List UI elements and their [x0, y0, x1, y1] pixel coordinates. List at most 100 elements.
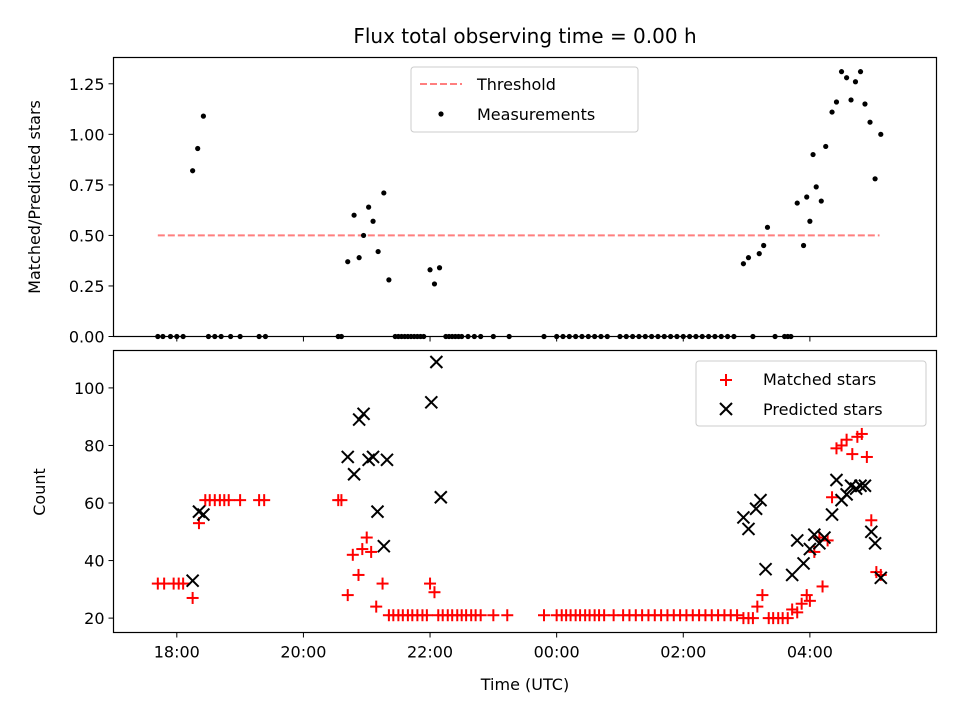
predicted-star-point — [741, 522, 756, 536]
predicted-star-stroke — [825, 507, 839, 522]
bottom-legend-box — [695, 360, 927, 427]
predicted-star-point — [864, 525, 879, 539]
predicted-star-stroke — [370, 504, 385, 519]
bottom-axes: 20 40 60 80 100 18:00 20:00 22:00 00:00 02:00 04:0… — [74, 379, 833, 662]
predicted-star-stroke — [807, 527, 822, 542]
bottom-legend-predicted-label: Predicted stars — [763, 400, 883, 419]
bottom-x-tick-label: 22:00 — [407, 643, 453, 662]
matched-star-point — [746, 612, 759, 625]
predicted-star-stroke — [874, 571, 888, 585]
measurement-point — [195, 145, 201, 152]
measurement-point — [813, 184, 819, 190]
matched-star-point — [855, 427, 868, 440]
bottom-y-tick-label: 40 — [84, 552, 104, 571]
predicted-star-point — [356, 407, 371, 421]
measurement-point — [200, 113, 206, 119]
bottom-legend-predicted-swatch — [719, 402, 733, 416]
top-chart-title: Flux total observing time = 0.00 h — [353, 24, 696, 48]
predicted-star-point — [749, 502, 763, 516]
predicted-star-point — [807, 527, 822, 542]
bottom-y-axis-label: Count — [30, 468, 49, 516]
matched-star-point — [791, 606, 804, 619]
matched-star-point — [803, 594, 816, 607]
measurement-point — [862, 101, 868, 107]
predicted-star-stroke — [192, 504, 206, 519]
top-legend-measurements-swatch — [438, 111, 444, 117]
predicted-star-point — [380, 453, 394, 467]
predicted-star-point — [796, 556, 811, 571]
predicted-star-stroke — [185, 573, 200, 588]
measurement-point — [823, 143, 829, 150]
bottom-star-points — [151, 355, 888, 625]
measurement-point — [427, 267, 433, 273]
predicted-star-stroke — [868, 536, 882, 551]
measurement-point — [848, 97, 854, 103]
predicted-star-point — [790, 533, 804, 548]
measurement-point — [807, 218, 813, 224]
matched-star-point — [474, 609, 487, 622]
matched-star-point — [420, 609, 433, 622]
predicted-star-point — [817, 530, 832, 545]
measurement-point — [838, 69, 845, 75]
predicted-star-point — [874, 571, 888, 585]
matched-star-point — [356, 543, 369, 556]
matched-star-point — [177, 577, 190, 590]
bottom-legend: Matched stars Predicted stars — [695, 360, 927, 427]
matched-star-point — [186, 591, 199, 604]
matched-star-point — [234, 494, 247, 507]
measurement-point — [844, 75, 850, 81]
predicted-star-point — [785, 568, 799, 582]
measurement-point — [436, 265, 443, 271]
measurement-point — [804, 194, 810, 200]
predicted-star-stroke — [853, 479, 868, 493]
bottom-plot-frame — [112, 349, 938, 634]
bottom-legend-matched-label: Matched stars — [763, 370, 876, 389]
measurement-point — [351, 212, 357, 218]
predicted-star-stroke — [341, 450, 355, 464]
bottom-x-tick-label: 18:00 — [154, 643, 200, 662]
predicted-star-point — [736, 510, 751, 525]
predicted-star-stroke — [829, 473, 844, 487]
matched-star-point — [835, 439, 848, 452]
measurement-point — [833, 99, 840, 105]
measurement-point — [800, 242, 807, 249]
measurement-point — [356, 255, 362, 261]
matched-star-point — [860, 450, 873, 463]
predicted-star-point — [424, 395, 439, 410]
matched-star-point — [376, 577, 389, 590]
predicted-star-stroke — [736, 510, 751, 525]
bottom-legend-matched-swatch — [720, 374, 732, 386]
predicted-star-stroke — [839, 487, 854, 502]
measurement-point — [381, 190, 387, 196]
matched-star-point — [816, 580, 829, 593]
top-y-axis-label: Matched/Predicted stars — [25, 100, 44, 294]
predicted-star-stroke — [434, 490, 448, 504]
predicted-star-point — [434, 490, 448, 504]
matched-star-point — [424, 577, 437, 590]
measurement-point — [867, 119, 873, 125]
top-y-tick-label: 0.75 — [69, 176, 105, 195]
matched-star-point — [222, 494, 235, 507]
matched-star-point — [786, 603, 799, 616]
matched-star-point — [335, 494, 348, 507]
bottom-y-tick-label: 20 — [84, 609, 104, 628]
measurement-point — [345, 259, 351, 265]
top-legend-measurements-label: Measurements — [477, 105, 595, 124]
measurement-point — [740, 261, 747, 267]
matched-star-point — [731, 609, 744, 622]
predicted-star-point — [196, 507, 211, 522]
matched-star-point — [756, 589, 769, 602]
predicted-star-stroke — [758, 562, 773, 576]
predicted-star-point — [825, 507, 839, 522]
matched-star-point — [795, 597, 808, 610]
matched-star-point — [487, 609, 500, 622]
predicted-star-point — [366, 450, 380, 464]
predicted-star-stroke — [749, 502, 763, 516]
bottom-y-tick-label: 60 — [84, 494, 104, 513]
matched-star-point — [365, 545, 378, 558]
measurement-point — [745, 255, 752, 261]
matched-star-point — [830, 442, 843, 455]
predicted-star-stroke — [741, 522, 756, 536]
predicted-star-stroke — [356, 407, 371, 421]
predicted-star-point — [753, 493, 768, 507]
